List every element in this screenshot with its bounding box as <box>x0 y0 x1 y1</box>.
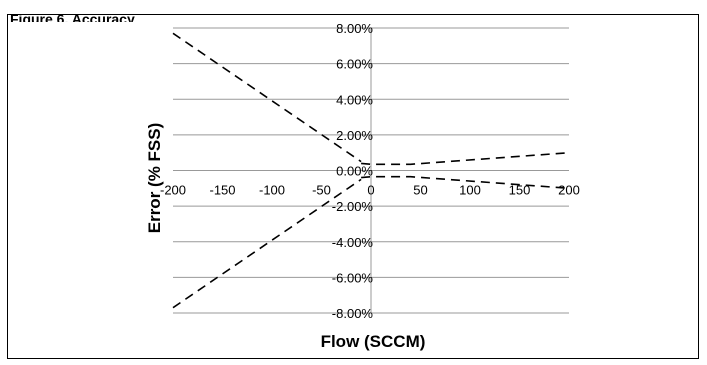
x-tick-labels: -200 -150 -100 -50 0 50 100 150 200 <box>160 183 580 198</box>
y-tick-labels: 8.00% 6.00% 4.00% 2.00% 0.00% -2.00% -4.00% -6.… <box>332 21 374 321</box>
series-line <box>361 175 570 190</box>
x-tick-label: -150 <box>209 183 235 198</box>
x-tick-label: 50 <box>413 183 427 198</box>
x-tick-label: 150 <box>509 183 531 198</box>
y-axis-title: Error (% FSS) <box>145 123 164 234</box>
y-tick-label: -8.00% <box>332 306 374 321</box>
series-line <box>361 151 570 166</box>
series-line <box>172 32 362 163</box>
y-tick-label: -6.00% <box>332 270 374 285</box>
y-tick-label: -4.00% <box>332 235 374 250</box>
y-tick-label: 4.00% <box>336 92 373 107</box>
chart-frame: Figure 6. Accuracy <box>7 12 699 359</box>
y-tick-label: 0.00% <box>336 164 373 179</box>
x-tick-label: 100 <box>459 183 481 198</box>
x-tick-label: -50 <box>312 183 331 198</box>
y-tick-label: -2.00% <box>332 199 374 214</box>
x-tick-label: 200 <box>558 183 580 198</box>
y-tick-label: 6.00% <box>336 57 373 72</box>
series-lines <box>172 32 570 309</box>
x-tick-label: -100 <box>259 183 285 198</box>
x-tick-label: 0 <box>367 183 374 198</box>
y-tick-label: 2.00% <box>336 128 373 143</box>
x-axis-title: Flow (SCCM) <box>321 332 426 351</box>
series-line <box>172 178 362 309</box>
figure-heading: Figure 6. Accuracy <box>10 12 135 22</box>
y-tick-label: 8.00% <box>336 21 373 36</box>
x-tick-label: -200 <box>160 183 186 198</box>
